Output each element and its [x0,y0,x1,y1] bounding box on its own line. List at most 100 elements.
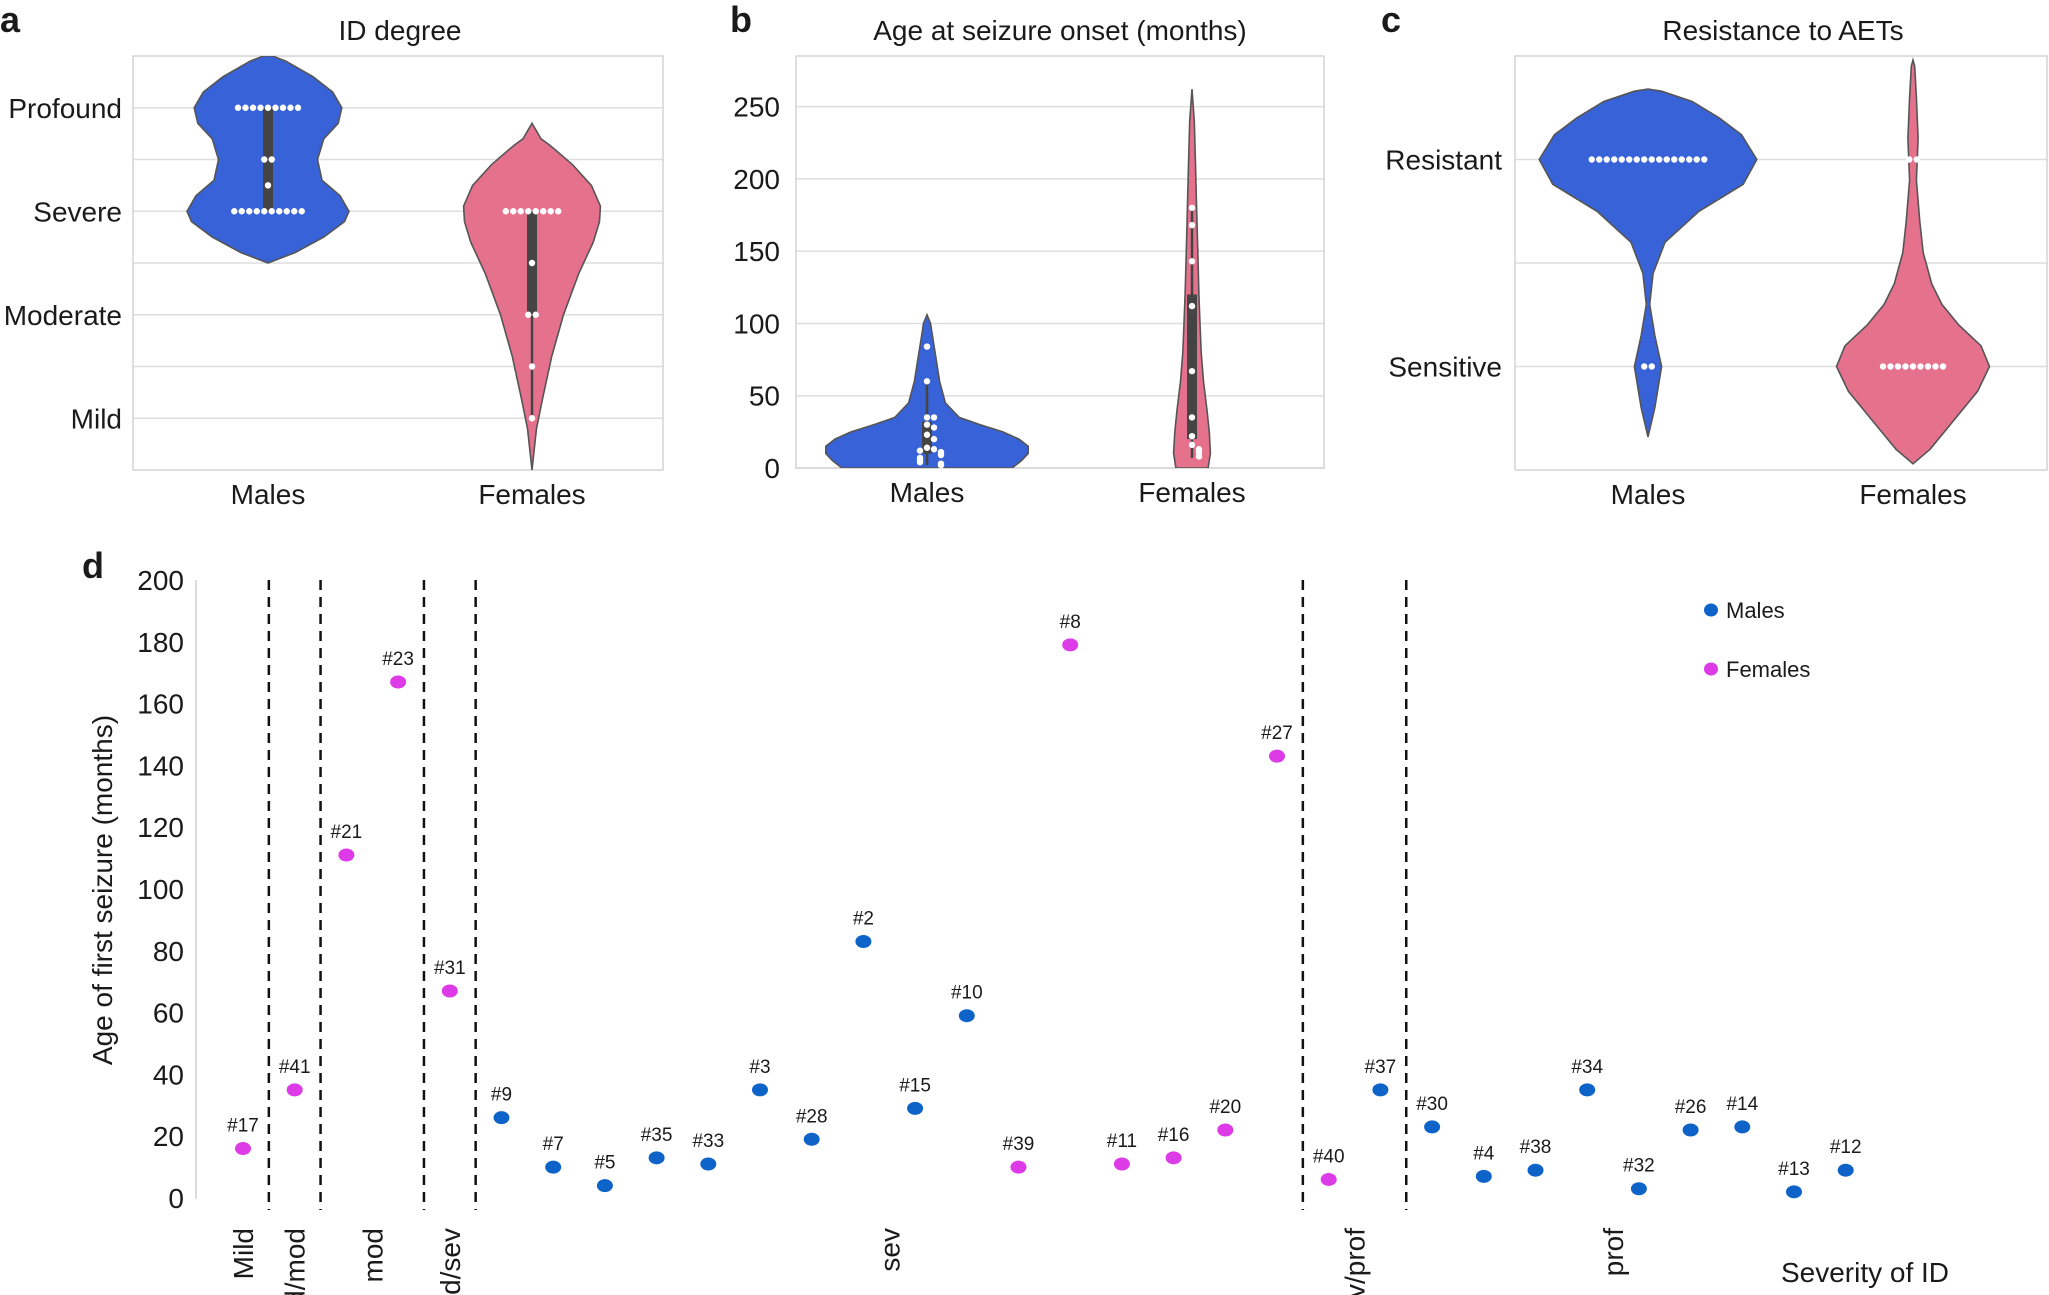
panel-d-y-tick: 140 [137,750,184,781]
legend-marker-females [1704,662,1718,676]
swarm-point-a [246,208,253,215]
swarm-point-a [279,104,287,111]
data-point-label: #30 [1416,1094,1448,1115]
data-point-male [752,1083,768,1097]
legend-marker-males [1704,603,1718,617]
panel-d-points: #17 #41 #21 #23 #31 #9 #7 #5 #35 #33 #3 #28 #2 #15 #10… [227,612,1862,1199]
swarm-point-c [1663,156,1670,163]
data-point-female [235,1142,251,1156]
swarm-point-a [242,104,249,111]
swarm-point-c [1641,156,1648,163]
panel-b-y-tick: 200 [733,164,780,195]
panel-c-category-males: Males [1611,479,1686,510]
panel-b-y-tick: 250 [733,92,780,123]
panel-d-x-axis-label: Severity of ID [1781,1257,1949,1288]
data-point-female [1010,1160,1027,1174]
panel-letter-d: d [82,545,104,586]
panel-d-y-tick: 0 [168,1183,184,1214]
panel-a-category-males: Males [231,479,306,510]
swarm-point-b [923,444,931,451]
data-point-female [1320,1172,1337,1186]
data-point-label: #21 [331,822,363,843]
data-point-label: #13 [1778,1159,1810,1180]
swarm-point-c [1641,363,1648,370]
panel-b-y-ticks: 0 50 100 150 200 250 [733,92,780,484]
panel-d-group-label: mod [357,1228,388,1282]
data-point-label: #41 [279,1057,311,1078]
panel-a-y-tick: Severe [33,196,122,227]
panel-d-group-label: sev [874,1228,905,1272]
panel-d-group-label: mod/sev [435,1228,466,1295]
data-point-male [907,1101,924,1115]
panel-d-y-ticks: 0 20 40 60 80 100 120 140 160 180 200 [137,565,184,1214]
panel-d-group-labels: Mild Mild/mod mod mod/sev sev sev/prof prof [228,1228,1629,1295]
swarm-point-a [540,208,547,215]
swarm-point-a [555,208,562,215]
panel-a-y-tick: Profound [8,93,122,124]
panel-b-gridlines [796,105,1324,469]
data-point-female [1269,749,1285,763]
swarm-point-c [1626,156,1633,163]
swarm-point-b [923,378,931,385]
box-iqr-b-females [1187,294,1197,440]
data-point-female [441,984,458,998]
panel-d: d 0 20 40 60 80 100 120 140 160 180 200 Age of fir… [82,545,1949,1295]
swarm-point-a [547,208,554,215]
swarm-point-a [532,311,539,318]
data-point-label: #14 [1726,1094,1758,1115]
data-point-label: #4 [1473,1143,1495,1164]
swarm-point-c [1906,156,1913,163]
swarm-point-a [525,311,532,318]
panel-c: c Resistance to AETs ResistantSensitive … [1381,0,2048,510]
data-point-female [338,848,355,862]
data-point-female [390,675,407,689]
data-point-male [1475,1169,1492,1183]
panel-a-y-tick: Moderate [4,300,122,331]
panel-d-y-tick: 80 [153,936,184,967]
swarm-point-a [532,208,539,215]
data-point-male [1424,1120,1441,1134]
data-point-female [1217,1123,1234,1137]
swarm-point-c [1909,363,1917,370]
swarm-point-c [1701,156,1708,163]
data-point-label: #11 [1107,1131,1137,1152]
panel-c-y-tick: Sensitive [1388,352,1502,383]
swarm-point-c [1887,363,1894,370]
data-point-male [1682,1123,1699,1137]
data-point-label: #37 [1365,1057,1397,1078]
swarm-point-b [923,431,931,438]
data-point-female [1165,1151,1182,1165]
panel-d-y-tick: 60 [153,998,184,1029]
swarm-point-c [1596,156,1603,163]
data-point-male [1630,1182,1647,1196]
panel-b-frame [795,55,1325,469]
swarm-point-c [1678,156,1685,163]
data-point-male [1837,1163,1854,1177]
data-point-label: #10 [951,983,983,1004]
swarm-point-a [528,259,536,267]
swarm-point-c [1603,156,1610,163]
panel-b-y-tick: 150 [733,236,780,267]
panel-d-y-tick: 40 [153,1059,184,1090]
swarm-point-c [1932,363,1939,370]
panel-d-group-label: prof [1598,1228,1629,1276]
swarm-point-a [294,104,302,111]
panel-a-violins [186,56,602,470]
swarm-point-b [1188,432,1196,440]
swarm-point-b [930,414,938,421]
data-point-label: #17 [227,1116,259,1137]
swarm-point-a [238,208,245,215]
swarm-point-b [937,461,945,469]
data-point-label: #35 [641,1125,673,1146]
data-point-label: #34 [1571,1057,1603,1078]
swarm-point-b [916,459,924,466]
panel-b: b Age at seizure onset (months) 0 50 100 15… [730,0,1325,508]
swarm-point-a [249,104,257,111]
panel-d-y-tick: 20 [153,1121,184,1152]
panel-d-group-label: Mild/mod [280,1228,311,1295]
swarm-point-c [1917,363,1924,370]
swarm-point-a [517,208,524,215]
data-point-label: #9 [491,1085,512,1106]
swarm-point-a [261,208,268,215]
